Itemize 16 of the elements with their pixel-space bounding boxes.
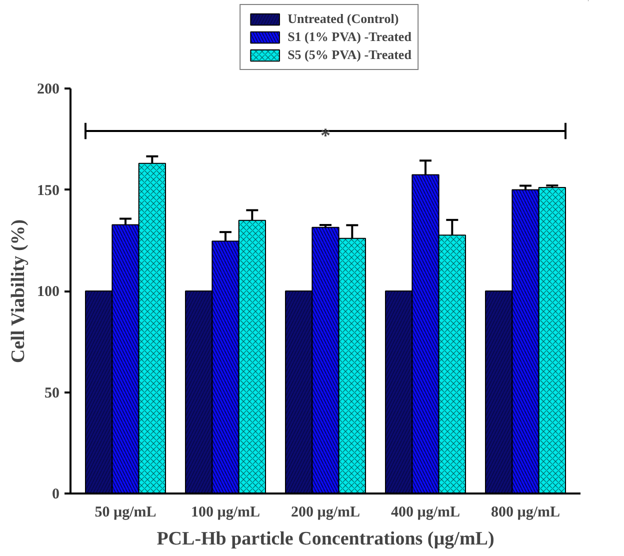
x-tick-label: 200 µg/mL [290, 504, 360, 520]
x-axis-title: PCL-Hb particle Concentrations (µg/mL) [156, 528, 494, 550]
y-tick-label: 150 [37, 182, 60, 199]
y-tick-label: 200 [37, 82, 60, 98]
x-tick-label: 100 µg/mL [190, 504, 260, 520]
y-tick-label: 50 [44, 385, 60, 402]
x-tick-label: 800 µg/mL [490, 504, 560, 520]
legend-label: Untreated (Control) [288, 11, 399, 27]
y-tick-label: 100 [37, 284, 60, 300]
y-tick-label: 0 [52, 486, 60, 502]
legend-label: S5 (5% PVA) -Treated [288, 47, 412, 63]
ref-line-label: * [320, 125, 330, 148]
x-tick-label: 50 µg/mL [94, 504, 156, 520]
x-tick-label: 400 µg/mL [390, 504, 460, 520]
legend-label: S1 (1% PVA) -Treated [288, 29, 412, 45]
y-axis-title: Cell Viability (%) [8, 219, 29, 363]
